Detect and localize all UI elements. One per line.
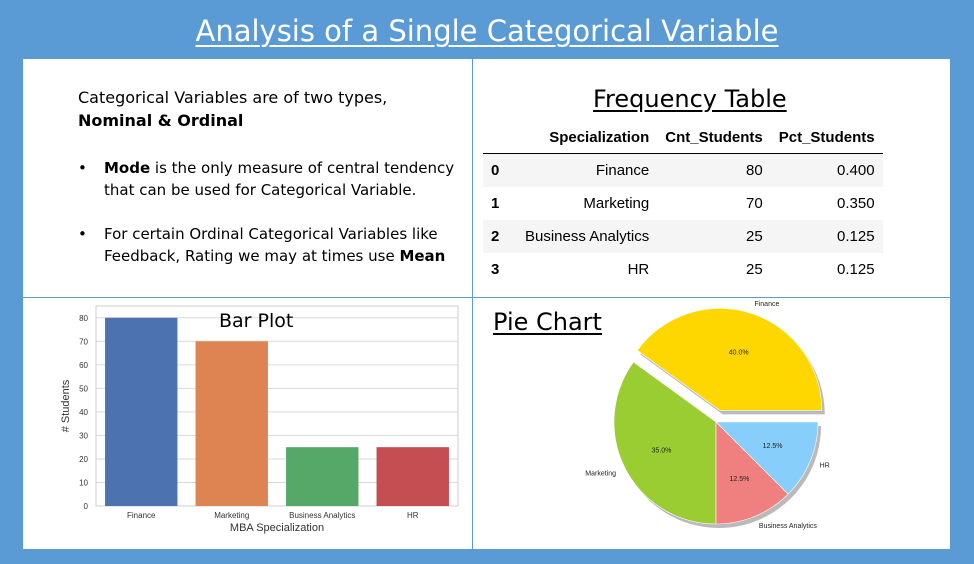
pie-chart: 40.0% Finance 35.0% Marketing 12.5% Business … [585,301,830,530]
bar-chart: 0 10 20 30 40 50 60 70 80 Finance Marketing Busines… [60,305,459,534]
table-cell: 0.125 [837,261,875,278]
bullet-item-mean: For certain Ordinal Categorical Variable… [78,223,458,267]
bar-finance [105,317,178,506]
x-tick-label: Finance [127,511,156,520]
y-tick-label: 20 [79,455,88,464]
slice-percent-label: 12.5% [729,476,749,483]
table-header-row: Specialization Cnt_Students Pct_Students [483,121,883,154]
y-tick-label: 0 [84,502,89,511]
column-header: Cnt_Students [657,121,771,154]
table-cell: 0.125 [837,228,875,245]
table-cell: Finance [595,162,650,179]
pie-chart-title: Pie Chart [493,308,602,336]
intro-line: Categorical Variables are of two types, [78,88,388,107]
table-row: 3 HR 25 0.125 [483,253,883,286]
table-cell: 25 [746,228,763,245]
bullet-item-mode: Mode is the only measure of central tend… [78,157,458,201]
bullet-bold: Mode [104,159,151,177]
slice-percent-label: 12.5% [763,443,783,450]
frequency-table: Specialization Cnt_Students Pct_Students… [483,121,883,286]
table-cell: Marketing [583,195,650,212]
y-tick-label: 80 [79,314,88,323]
slice-category-label: Finance [754,301,779,308]
y-tick-label: 70 [79,337,88,346]
y-tick-label: 40 [79,408,88,417]
bar-hr [376,447,449,506]
page-title: Analysis of a Single Categorical Variabl… [195,14,779,48]
bar-marketing [195,341,268,506]
intro-text: Categorical Variables are of two types, … [78,86,387,132]
slice-percent-label: 35.0% [652,447,672,454]
x-axis-label: MBA Specialization [230,522,324,534]
table-cell: 80 [746,162,763,179]
table-row: 0 Finance 80 0.400 [483,153,883,187]
row-index: 0 [491,162,500,179]
intro-types: Nominal & Ordinal [78,111,244,130]
text-panel: Categorical Variables are of two types, … [23,59,472,297]
y-tick-label: 30 [79,431,88,440]
plot-frame [95,305,459,507]
pie-slice-finance [636,308,823,411]
frequency-table-title: Frequency Table [593,85,787,113]
bar-business-analytics [286,447,359,506]
table-cell: 25 [746,261,763,278]
row-index: 3 [491,261,500,278]
slice-percent-label: 40.0% [729,350,749,357]
bar-plot-panel: 0 10 20 30 40 50 60 70 80 Finance Marketing Busines… [23,298,472,549]
table-cell: 70 [746,195,763,212]
bullet-text: is the only measure of central tendency … [104,159,455,199]
y-tick-label: 10 [79,478,88,487]
column-header: Specialization [517,121,658,154]
slice-category-label: Marketing [585,470,616,477]
y-axis-label: # Students [60,379,72,432]
x-tick-label: Marketing [214,511,249,520]
table-row: 1 Marketing 70 0.350 [483,187,883,220]
row-index: 2 [491,228,500,245]
table-cell: HR [627,261,650,278]
pie-slice-business-analytics [715,421,789,525]
pie-slice-hr [715,421,819,495]
bullet-list: Mode is the only measure of central tend… [78,157,458,289]
row-index: 1 [491,195,500,212]
x-tick-label: HR [407,511,419,520]
pie-chart-panel: Pie Chart 40.0% Finance 35.0% Marketing 12.5… [473,298,950,549]
table-cell: Business Analytics [525,228,650,245]
bar-chart-title: Bar Plot [219,310,294,332]
y-tick-label: 50 [79,384,88,393]
table-cell: 0.350 [837,195,875,212]
y-tick-label: 60 [79,361,88,370]
bullet-bold: Mean [399,247,446,265]
bullet-text: For certain Ordinal Categorical Variable… [104,225,438,265]
pie-slice-marketing [613,361,717,525]
x-tick-label: Business Analytics [289,511,355,520]
column-header [483,121,517,154]
slice-category-label: HR [820,462,830,469]
table-cell: 0.400 [837,162,875,179]
table-row: 2 Business Analytics 25 0.125 [483,220,883,253]
column-header: Pct_Students [770,121,883,154]
frequency-table-panel: Frequency Table Specialization Cnt_Stude… [473,59,950,297]
slice-category-label: Business Analytics [759,523,817,530]
